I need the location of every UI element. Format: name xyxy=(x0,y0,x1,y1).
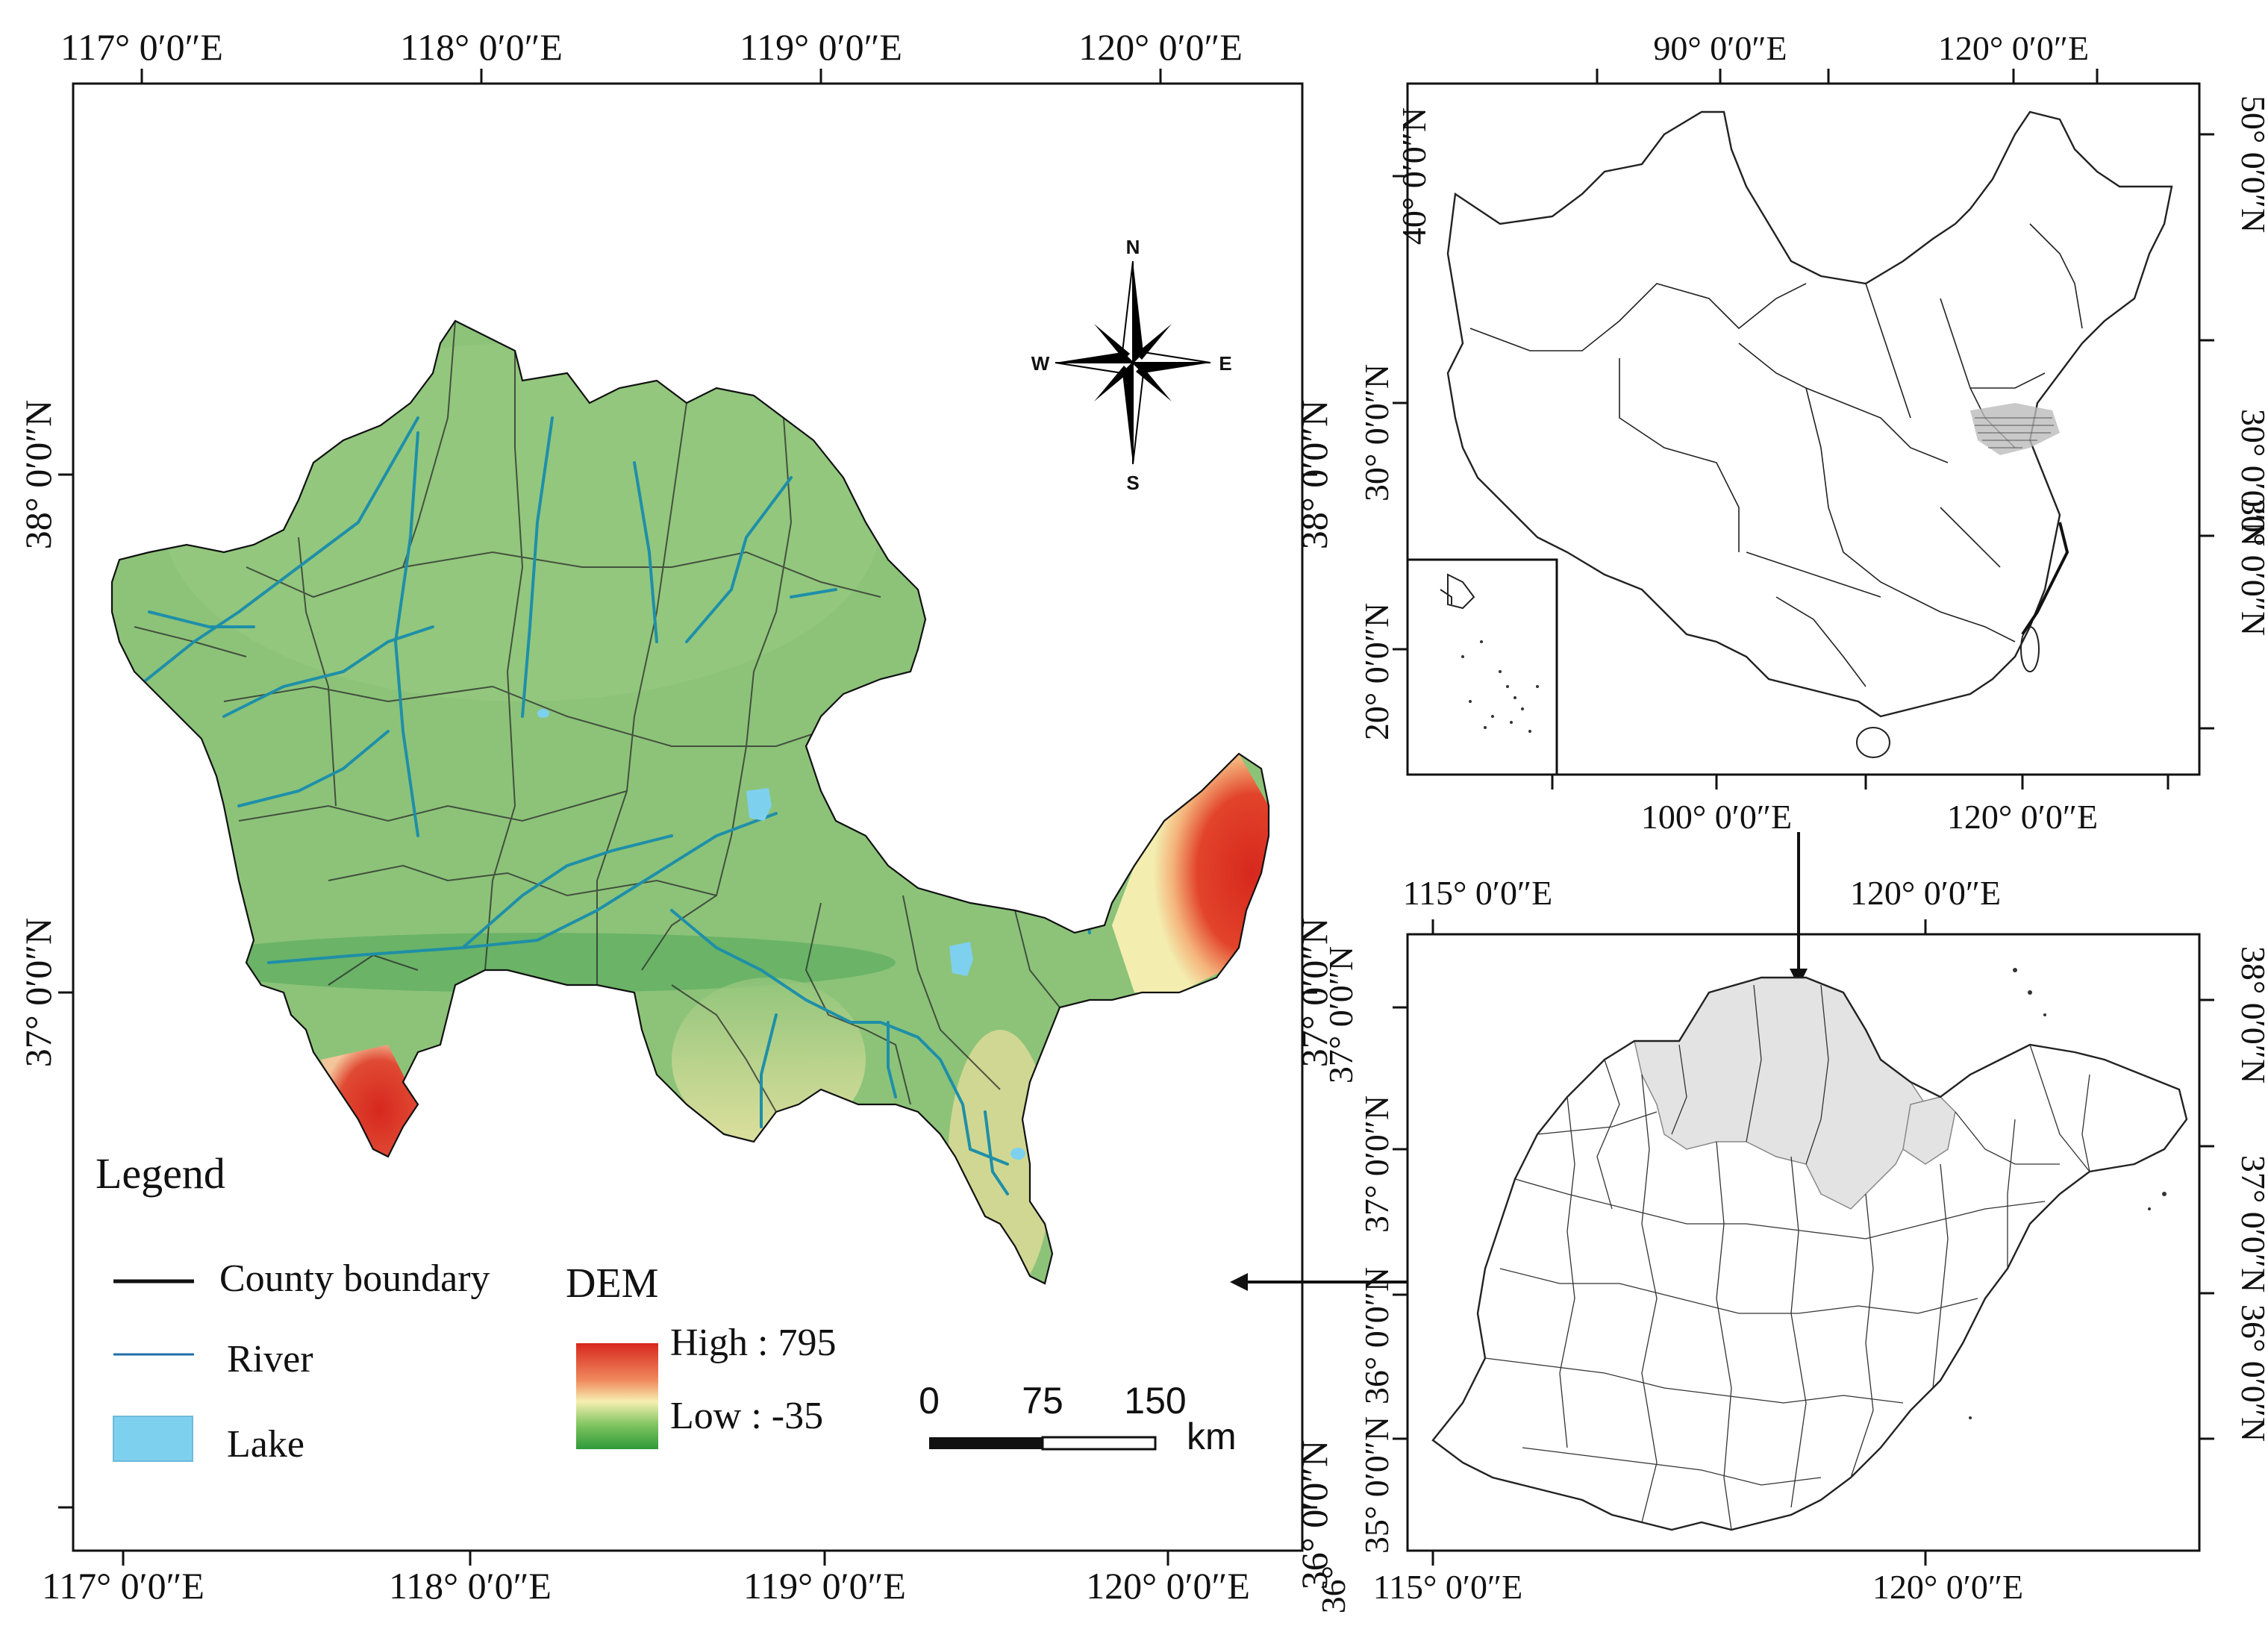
main-right-lat-1: 38° 0′0″N xyxy=(1293,400,1335,549)
china-left-lat-3: 20° 0′0″N xyxy=(1358,603,1396,740)
china-left-lat-2: 30° 0′0″N xyxy=(1358,364,1396,501)
main-top-lon-4: 120° 0′0″E xyxy=(1078,26,1243,68)
china-right-lat-2: 30° 0′0″N xyxy=(2234,409,2268,546)
china-right-lat-1: 50° 0′0″N xyxy=(2234,96,2268,233)
prov-top-lon-2: 120° 0′0″E xyxy=(1850,874,2001,912)
scale-segment-empty xyxy=(1041,1436,1157,1451)
province-outline xyxy=(1431,968,2188,1531)
china-left-lat-1: 40° 0′0″N xyxy=(1395,107,1433,245)
legend-dem-low: Low : -35 xyxy=(670,1395,823,1437)
main-map: 117° 0′0″E 118° 0′0″E 119° 0′0″E 120° 0′… xyxy=(17,26,1335,1607)
lakes xyxy=(537,709,1025,1160)
scale-tick-150: 150 xyxy=(1124,1380,1186,1422)
main-bottom-lon-1: 117° 0′0″E xyxy=(42,1565,204,1607)
china-bottom-lon-2: 120° 0′0″E xyxy=(1947,798,2098,836)
scale-segment-filled xyxy=(929,1437,1043,1449)
legend-dem-title: DEM xyxy=(566,1260,658,1307)
main-right-lat-2: 37° 0′0″N xyxy=(1293,918,1335,1067)
main-map-frame xyxy=(72,82,1304,1552)
inset-china: 90° 0′0″E 120° 0′0″E 100° 0′0″E 120° 0′0… xyxy=(1358,29,2268,836)
main-left-lat-2: 37° 0′0″N xyxy=(17,918,59,1067)
china-outline xyxy=(1446,110,2173,758)
legend: Legend County boundary River Lake DEM Hi… xyxy=(96,1149,836,1466)
scale-tick-75: 75 xyxy=(1022,1380,1063,1422)
prov-bottom-lon-2: 120° 0′0″E xyxy=(1872,1568,2023,1606)
china-bottom-lon-1: 100° 0′0″E xyxy=(1641,798,1792,836)
compass-west: W xyxy=(1031,352,1050,375)
legend-dem-high: High : 795 xyxy=(670,1322,836,1364)
inset-china-ticks xyxy=(1393,69,2214,790)
prov-bottom-lon-1: 115° 0′0″E xyxy=(1373,1568,1523,1606)
main-left-lat-1: 38° 0′0″N xyxy=(17,400,59,549)
scale-tick-0: 0 xyxy=(919,1380,940,1422)
prov-right-lat-1: 38° 0′0″N xyxy=(2234,946,2268,1084)
legend-dem-ramp xyxy=(576,1343,658,1449)
prov-left-lat-4: 35° 0′0″N xyxy=(1358,1416,1396,1554)
legend-title: Legend xyxy=(96,1149,225,1198)
china-right-lat-3: 30° 0′0″N xyxy=(2234,498,2268,636)
compass-south: S xyxy=(1126,472,1139,494)
main-map-ticks xyxy=(58,69,1317,1566)
prov-bottom-corner: 36° xyxy=(1314,1566,1352,1613)
main-right-lat-3: 36° 0′0″N xyxy=(1293,1440,1335,1589)
prov-right-lat-3: 36° 0′0″N xyxy=(2234,1304,2268,1442)
inset-province: 115° 0′0″E 120° 0′0″E 115° 0′0″E 120° 0′… xyxy=(1314,874,2268,1613)
prov-left-lat-1: 37° 0′0″N xyxy=(1322,946,1360,1084)
legend-county-label: County boundary xyxy=(219,1257,490,1300)
prov-right-lat-2: 37° 0′0″N xyxy=(2234,1155,2268,1292)
main-bottom-lon-4: 120° 0′0″E xyxy=(1086,1565,1250,1607)
county-boundaries xyxy=(134,321,1060,1113)
study-area xyxy=(110,319,1270,1285)
inset-china-frame xyxy=(1406,82,2201,776)
north-arrow-compass: N S E W xyxy=(1031,236,1232,494)
china-highlight-shandong xyxy=(1970,403,2060,455)
main-bottom-lon-3: 119° 0′0″E xyxy=(743,1565,906,1607)
legend-lake-symbol xyxy=(113,1416,193,1462)
rivers xyxy=(118,416,1121,1195)
main-bottom-lon-2: 118° 0′0″E xyxy=(389,1565,552,1607)
scale-unit: km xyxy=(1187,1416,1237,1457)
scale-bar: 0 75 150 km xyxy=(919,1380,1237,1457)
main-top-lon-1: 117° 0′0″E xyxy=(60,26,223,68)
prov-left-lat-3: 36° 0′0″N xyxy=(1358,1267,1396,1404)
prov-left-lat-2: 37° 0′0″N xyxy=(1358,1095,1396,1233)
prov-top-lon-1: 115° 0′0″E xyxy=(1403,874,1553,912)
china-top-lon-1: 90° 0′0″E xyxy=(1653,29,1787,67)
inset-province-frame xyxy=(1406,933,2201,1552)
china-top-lon-2: 120° 0′0″E xyxy=(1938,29,2089,67)
legend-river-label: River xyxy=(227,1338,313,1381)
compass-east: E xyxy=(1219,352,1231,375)
south-china-sea-inset xyxy=(1406,558,1558,776)
inset-province-ticks xyxy=(1393,919,2214,1566)
compass-north: N xyxy=(1126,236,1140,258)
main-top-lon-2: 118° 0′0″E xyxy=(400,26,563,68)
main-top-lon-3: 119° 0′0″E xyxy=(740,26,902,68)
legend-lake-label: Lake xyxy=(227,1423,304,1466)
